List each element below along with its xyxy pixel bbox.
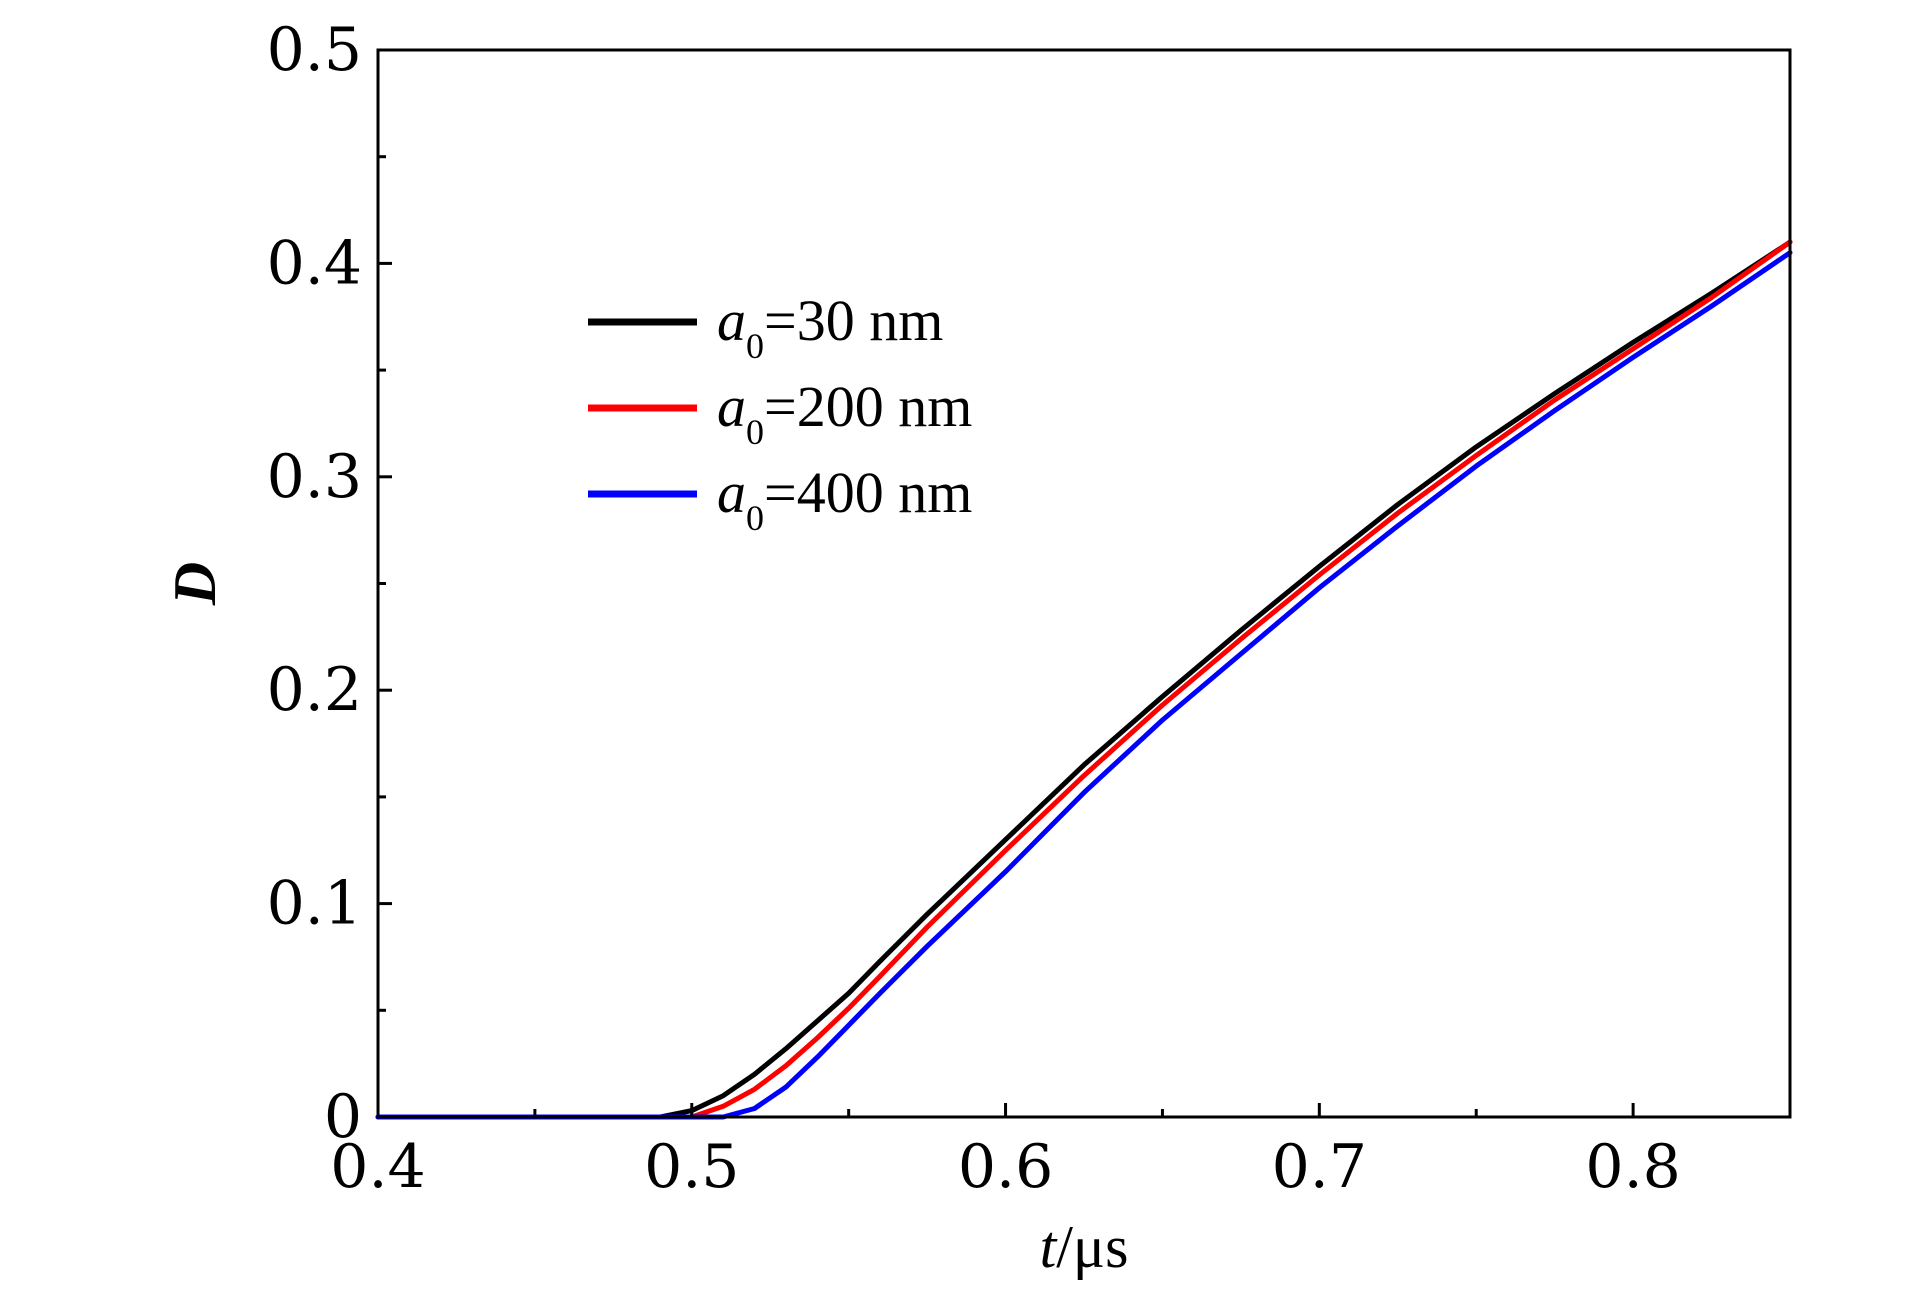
x-axis-label-unit: /μs bbox=[1056, 1214, 1128, 1280]
y-tick-label: 0.2 bbox=[267, 655, 362, 725]
x-axis-label-symbol: t bbox=[1040, 1214, 1058, 1280]
series-line-0 bbox=[375, 239, 1793, 1120]
y-tick-label: 0.3 bbox=[267, 442, 362, 512]
legend-value: =200 nm bbox=[764, 374, 972, 439]
series-line-1 bbox=[375, 239, 1793, 1120]
x-tick-label: 0.4 bbox=[330, 1132, 425, 1202]
y-axis-label: D bbox=[162, 562, 228, 606]
ticks-layer: 0.4 0.5 0.6 0.7 0.8 0 0.1 0.2 0.3 0.4 0.5 bbox=[267, 15, 1681, 1202]
legend-label-2: a0=400 nm bbox=[717, 460, 972, 538]
y-tick-label: 0.5 bbox=[267, 15, 362, 85]
legend-subscript: 0 bbox=[746, 412, 764, 452]
plot-frame bbox=[376, 48, 1792, 1119]
x-tick-label: 0.7 bbox=[1272, 1132, 1367, 1202]
legend-value: =400 nm bbox=[764, 460, 972, 525]
x-tick-label: 0.5 bbox=[644, 1132, 739, 1202]
legend-symbol: a bbox=[717, 460, 746, 525]
legend-label-0: a0=30 nm bbox=[717, 288, 943, 366]
legend-subscript: 0 bbox=[746, 326, 764, 366]
legend-symbol: a bbox=[717, 374, 746, 439]
x-tick-label: 0.6 bbox=[958, 1132, 1053, 1202]
x-tick-label: 0.8 bbox=[1585, 1132, 1680, 1202]
x-axis-label: t/μs bbox=[1040, 1214, 1129, 1280]
y-tick-label: 0.1 bbox=[267, 869, 362, 939]
series-layer bbox=[375, 239, 1793, 1120]
y-tick-label: 0 bbox=[324, 1082, 362, 1152]
legend-subscript: 0 bbox=[746, 498, 764, 538]
legend-label-1: a0=200 nm bbox=[717, 374, 972, 452]
legend-symbol: a bbox=[717, 288, 746, 353]
legend-value: =30 nm bbox=[764, 288, 943, 353]
y-tick-label: 0.4 bbox=[267, 228, 362, 298]
series-line-2 bbox=[375, 250, 1793, 1120]
